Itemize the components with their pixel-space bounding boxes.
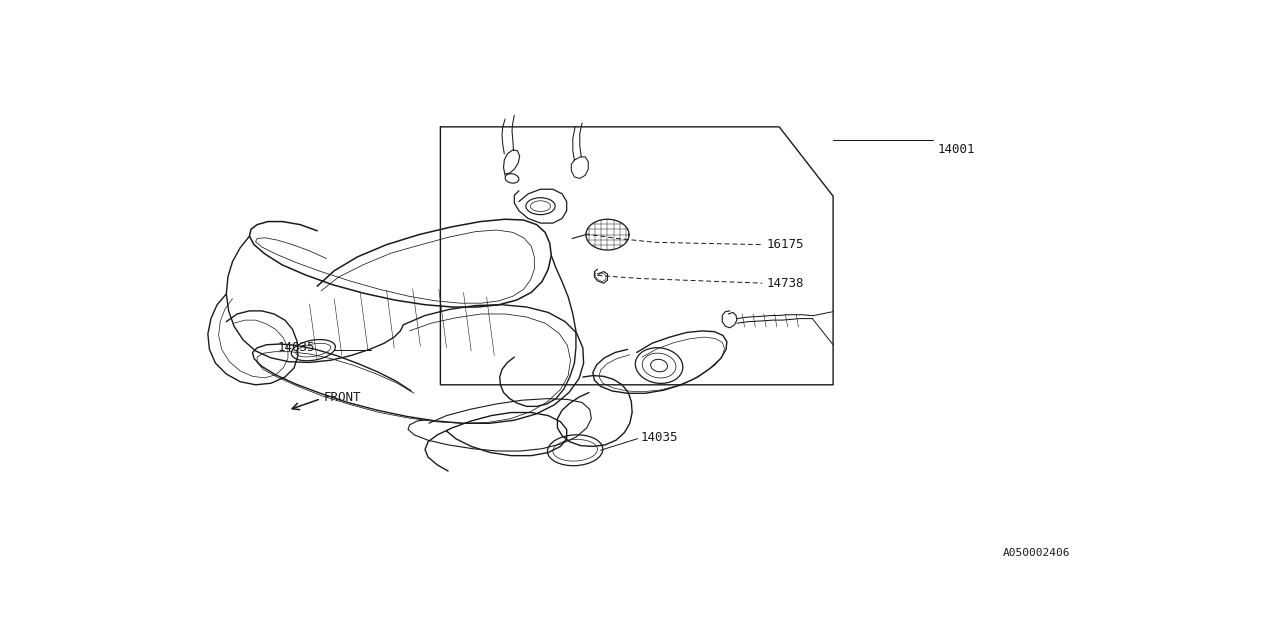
Text: A050002406: A050002406 <box>1002 548 1070 557</box>
Text: 16175: 16175 <box>767 238 804 251</box>
Text: FRONT: FRONT <box>324 390 361 404</box>
Text: 14035: 14035 <box>640 431 678 444</box>
Text: 14035: 14035 <box>278 341 315 355</box>
Text: 14738: 14738 <box>767 276 804 290</box>
Text: 14001: 14001 <box>937 143 974 156</box>
